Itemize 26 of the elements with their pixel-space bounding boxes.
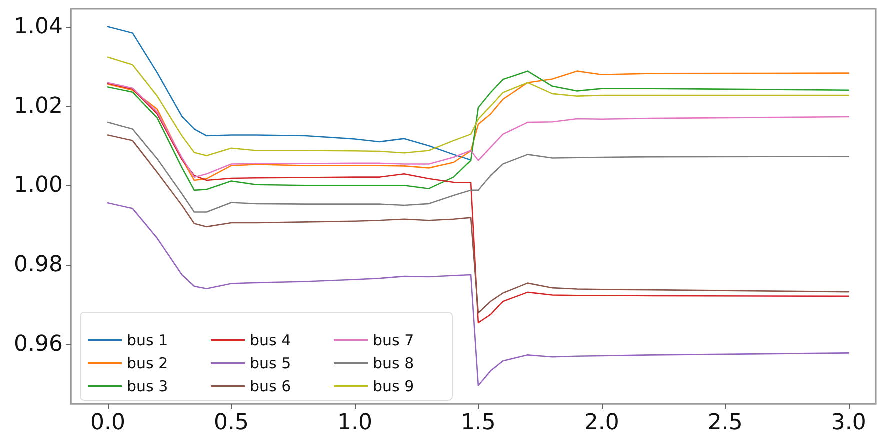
legend-label: bus 7 <box>373 332 414 350</box>
x-tick-label: 2.0 <box>584 410 620 434</box>
line-series <box>107 82 850 324</box>
x-tick-label: 1.0 <box>337 410 372 434</box>
x-tick-label: 0.0 <box>90 410 126 434</box>
line-series <box>107 134 850 314</box>
legend-label: bus 9 <box>373 378 414 396</box>
x-tick-label: 2.5 <box>708 410 743 434</box>
legend-label: bus 8 <box>373 354 414 372</box>
y-tick-label: 1.02 <box>14 94 63 119</box>
line-series <box>107 56 850 157</box>
x-tick-label: 1.5 <box>460 410 496 434</box>
legend-label: bus 2 <box>127 354 168 372</box>
x-tick-label: 3.0 <box>831 410 866 434</box>
legend-label: bus 3 <box>127 378 168 396</box>
legend-label: bus 4 <box>250 332 292 350</box>
legend-label: bus 6 <box>250 378 292 396</box>
line-series <box>107 122 850 213</box>
line-series <box>107 26 472 161</box>
y-tick-label: 1.04 <box>14 14 63 40</box>
y-tick-label: 0.96 <box>14 332 63 357</box>
legend-label: bus 1 <box>127 332 168 350</box>
y-tick-label: 1.00 <box>14 173 63 198</box>
legend-label: bus 5 <box>250 354 292 372</box>
y-tick-label: 0.98 <box>14 252 63 278</box>
x-tick-label: 0.5 <box>214 410 250 434</box>
